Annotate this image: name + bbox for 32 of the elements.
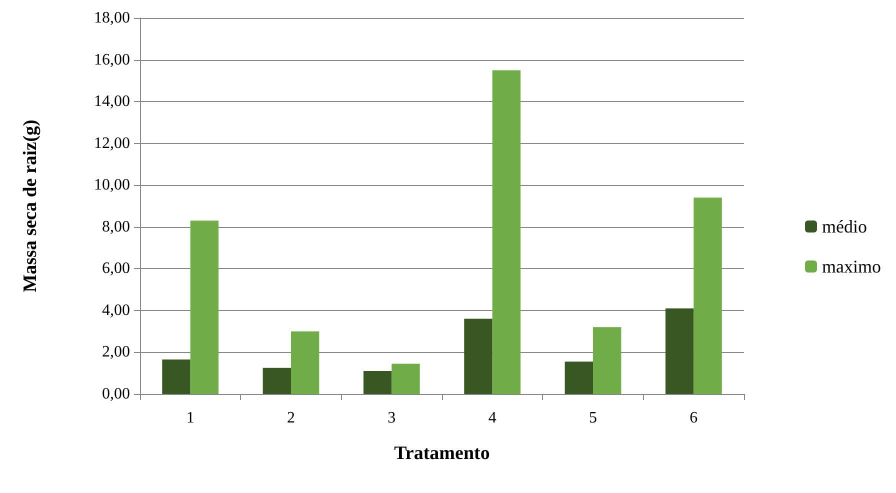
- legend-label: médio: [822, 216, 868, 236]
- y-tick-label: 10,00: [94, 176, 130, 194]
- x-tick-label: 3: [388, 410, 396, 426]
- x-axis-title: Tratamento: [394, 443, 490, 464]
- x-tick-label: 6: [690, 410, 698, 426]
- y-tick-label: 6,00: [102, 260, 130, 278]
- x-tick-label: 2: [287, 410, 295, 426]
- bar: [190, 220, 219, 394]
- bar: [464, 318, 492, 394]
- y-tick-label: 0,00: [102, 386, 130, 402]
- x-tick-label: 1: [186, 410, 194, 426]
- bar: [291, 331, 320, 394]
- bar: [694, 198, 722, 394]
- x-tick-label: 5: [589, 410, 597, 426]
- bar: [492, 70, 521, 394]
- y-tick-label: 18,00: [94, 10, 130, 26]
- bar: [564, 362, 593, 394]
- x-tick-label: 4: [488, 410, 496, 426]
- y-tick-label: 12,00: [94, 134, 130, 152]
- bar: [363, 371, 392, 394]
- bar: [262, 368, 291, 394]
- y-tick-label: 4,00: [102, 302, 130, 319]
- bar: [162, 360, 190, 394]
- y-tick-label: 2,00: [102, 344, 130, 361]
- y-axis-title: Massa seca de raiz(g): [20, 120, 41, 292]
- legend-label: maximo: [822, 256, 882, 276]
- bar: [665, 308, 694, 394]
- y-tick-label: 14,00: [94, 93, 130, 110]
- bar: [593, 327, 622, 394]
- y-tick-label: 8,00: [102, 218, 130, 236]
- y-tick-label: 16,00: [94, 51, 130, 68]
- bar: [392, 364, 420, 394]
